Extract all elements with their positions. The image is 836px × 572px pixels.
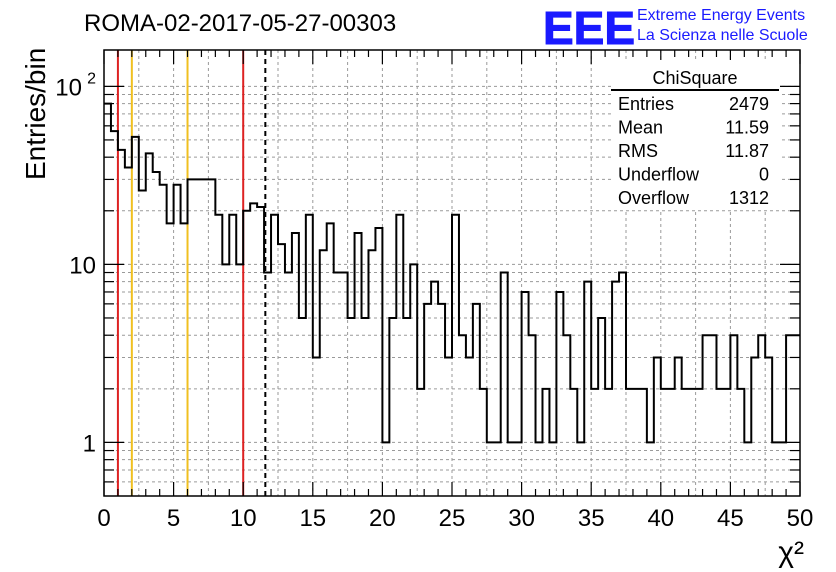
x-axis-label: χ² <box>778 536 804 569</box>
stats-value: 0 <box>759 165 769 185</box>
x-tick-label: 50 <box>787 505 814 532</box>
y-tick-label: 10 <box>69 252 96 279</box>
y-tick-label-exp: 2 <box>87 70 96 87</box>
stats-box: ChiSquare Entries 2479 Mean 11.59 RMS 11.87 Un… <box>611 60 779 210</box>
x-tick-label: 10 <box>230 505 257 532</box>
y-axis-label: Entries/bin <box>20 48 51 180</box>
stats-title: ChiSquare <box>652 68 737 88</box>
x-tick-label: 15 <box>299 505 326 532</box>
x-tick-label: 45 <box>717 505 744 532</box>
stats-label: Entries <box>618 94 674 114</box>
chart-title: ROMA-02-2017-05-27-00303 <box>84 10 396 37</box>
logo-line2: La Scienza nelle Scuole <box>637 27 808 44</box>
x-tick-label: 20 <box>369 505 396 532</box>
logo-mark: EEE <box>543 2 635 54</box>
stats-value: 11.87 <box>725 141 769 161</box>
y-tick-label: 1 <box>83 430 96 457</box>
histogram-series <box>104 102 800 444</box>
x-tick-label: 5 <box>167 505 180 532</box>
stats-label: Underflow <box>618 165 700 185</box>
x-tick-label: 25 <box>439 505 466 532</box>
stats-label: Mean <box>618 118 663 138</box>
reference-lines <box>116 50 267 496</box>
stats-label: RMS <box>618 141 658 161</box>
logo-line1: Extreme Energy Events <box>637 7 805 24</box>
x-tick-label: 35 <box>578 505 605 532</box>
stats-value: 2479 <box>729 94 769 114</box>
eee-logo: EEE Extreme Energy Events La Scienza nel… <box>543 2 808 55</box>
x-tick-label: 0 <box>97 505 110 532</box>
axes <box>103 49 801 497</box>
y-tick-label: 10 <box>55 74 82 101</box>
x-tick-label: 40 <box>647 505 674 532</box>
tick-labels: 0 5 10 15 20 25 30 35 40 45 50 1 10 10 2 <box>55 70 813 532</box>
stats-value: 1312 <box>729 188 769 208</box>
x-tick-label: 30 <box>508 505 535 532</box>
stats-label: Overflow <box>618 188 690 208</box>
stats-value: 11.59 <box>725 118 769 138</box>
